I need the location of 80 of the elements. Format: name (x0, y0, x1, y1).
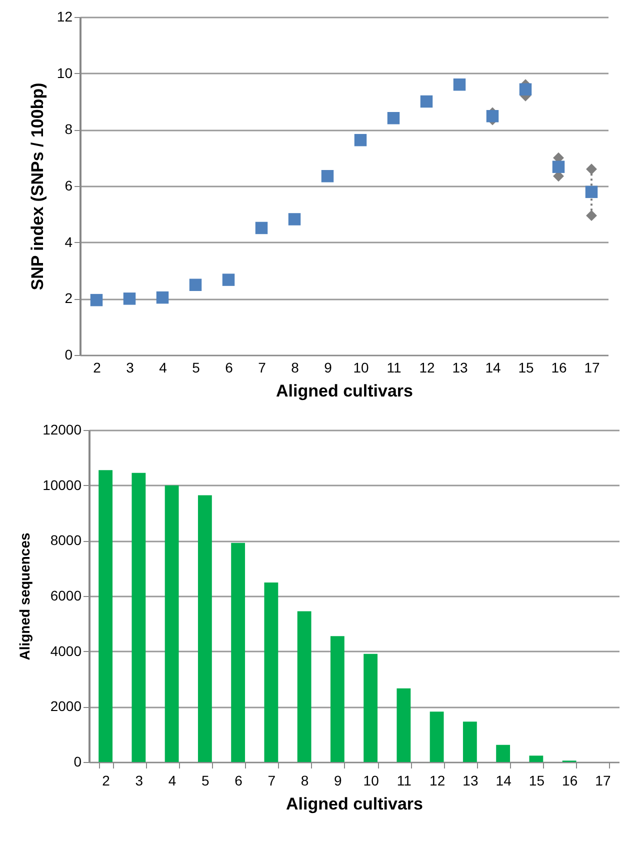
x-tick-label: 2 (93, 360, 102, 376)
y-tick-label: 8000 (50, 532, 82, 548)
y-tick-label: 0 (64, 346, 73, 362)
bar (462, 722, 477, 762)
point (222, 274, 235, 286)
x-tick-label: 15 (528, 772, 545, 788)
bar (98, 470, 113, 762)
x-tick-label: 4 (159, 360, 168, 376)
y-axis-title: SNP index (SNPs / 100bp) (28, 82, 47, 290)
x-tick-label: 13 (452, 360, 468, 376)
point (387, 112, 400, 124)
x-tick-label: 7 (268, 772, 276, 788)
x-tick-label: 16 (562, 772, 578, 788)
x-tick-label: 10 (363, 772, 380, 788)
bar (264, 582, 278, 762)
y-tick-label: 8 (64, 121, 73, 138)
point (552, 160, 565, 173)
bar (330, 636, 344, 762)
x-tick-label: 10 (353, 360, 369, 376)
y-axis-title: Aligned sequences (16, 532, 33, 660)
x-tick-label: 9 (324, 360, 332, 376)
point (585, 186, 598, 198)
x-tick-label: 14 (485, 360, 501, 376)
point (321, 170, 334, 182)
point (453, 78, 466, 91)
x-tick-label: 16 (551, 360, 567, 376)
point (519, 83, 532, 96)
x-tick-label: 3 (126, 360, 134, 376)
point (354, 134, 367, 146)
y-tick-label: 12 (56, 8, 73, 24)
x-tick-label: 8 (291, 360, 300, 376)
point (288, 213, 301, 226)
y-tick-label: 6000 (50, 588, 82, 604)
x-tick-label: 13 (462, 772, 478, 788)
bar (364, 654, 378, 762)
x-tick-label: 7 (258, 360, 266, 376)
y-tick-label: 4 (64, 234, 73, 250)
y-tick-label: 0 (74, 754, 82, 770)
y-tick-label: 12000 (42, 422, 82, 438)
x-tick-label: 6 (225, 360, 234, 376)
x-tick-label: 6 (234, 772, 243, 788)
y-tick-label: 2000 (50, 698, 82, 714)
x-tick-label: 12 (419, 360, 435, 376)
y-tick-label: 10 (56, 64, 73, 81)
bar (198, 495, 212, 762)
x-tick-label: 11 (396, 772, 412, 788)
x-tick-label: 5 (202, 772, 210, 788)
x-tick-label: 4 (168, 772, 176, 788)
x-tick-label: 9 (334, 772, 342, 788)
x-tick-label: 11 (386, 360, 402, 376)
bar (430, 712, 444, 762)
bar (496, 744, 510, 762)
bar (132, 472, 146, 762)
x-axis-title: Aligned cultivars (276, 382, 413, 400)
x-tick-label: 17 (595, 772, 611, 788)
y-tick-label: 4000 (50, 642, 82, 659)
point (420, 95, 433, 108)
x-axis-title: Aligned cultivars (286, 794, 423, 814)
point (123, 292, 136, 305)
x-tick-label: 17 (584, 360, 600, 376)
point (255, 222, 268, 234)
y-tick-label: 2 (64, 290, 73, 306)
point (156, 291, 169, 304)
x-tick-label: 8 (300, 772, 309, 788)
x-tick-label: 5 (192, 360, 200, 376)
y-tick-label: 10000 (42, 476, 82, 493)
x-tick-label: 2 (102, 772, 110, 788)
bar (231, 542, 246, 762)
x-tick-label: 14 (496, 772, 512, 788)
bar (297, 611, 312, 762)
bar (396, 688, 411, 762)
point (189, 278, 202, 291)
x-tick-label: 15 (518, 360, 534, 376)
point (90, 294, 103, 306)
y-tick-label: 6 (64, 178, 73, 194)
x-tick-label: 12 (430, 772, 446, 788)
x-tick-label: 3 (135, 772, 144, 788)
bar (164, 485, 179, 762)
point (486, 110, 499, 122)
bar (529, 756, 544, 762)
